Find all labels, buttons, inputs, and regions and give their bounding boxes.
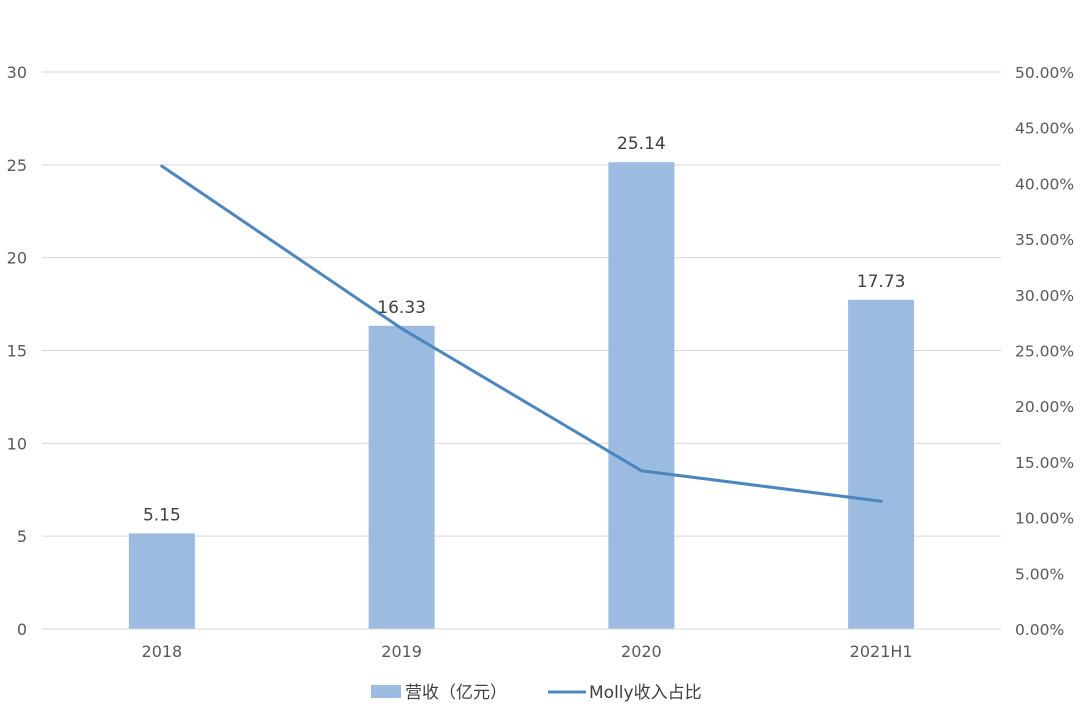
bar-data-label: 5.15 — [143, 505, 181, 525]
x-tick-label: 2020 — [621, 642, 662, 661]
y-right-tick-label: 40.00% — [1015, 175, 1074, 193]
axes: 0 5 10 15 20 25 30 0.00% 5.00% 10.00% 15.00% 20.00%… — [7, 63, 1074, 661]
bar — [848, 299, 915, 629]
y-right-tick-label: 45.00% — [1015, 120, 1074, 138]
gridlines — [42, 71, 1001, 630]
line-series — [160, 164, 883, 503]
bar-data-label: 17.73 — [857, 272, 906, 292]
y-right-tick-label: 35.00% — [1015, 231, 1074, 249]
line-point — [400, 327, 404, 331]
y-right-tick-label: 50.00% — [1015, 64, 1074, 82]
y-left-tick-label: 5 — [17, 527, 27, 546]
y-right-tick-label: 10.00% — [1015, 510, 1074, 528]
line-series-path — [160, 164, 883, 503]
bar-series — [128, 162, 915, 629]
legend-line-label: Molly收入占比 — [589, 683, 702, 703]
bar-data-label: 16.33 — [377, 298, 426, 318]
y-right-tick-label: 20.00% — [1015, 398, 1074, 416]
y-right-tick-label: 15.00% — [1015, 454, 1074, 472]
y-right-tick-label: 5.00% — [1015, 565, 1064, 583]
bar-data-label: 25.14 — [617, 134, 666, 154]
legend-bar-swatch — [371, 685, 401, 698]
y-left-tick-label: 20 — [7, 249, 27, 268]
x-tick-label: 2019 — [381, 642, 422, 661]
data-labels: 5.15 16.33 25.14 17.73 — [143, 134, 906, 525]
y-left-tick-label: 30 — [7, 63, 27, 82]
y-left-tick-label: 0 — [17, 620, 27, 639]
line-point — [160, 164, 164, 168]
y-right-tick-label: 25.00% — [1015, 343, 1074, 361]
legend: 营收（亿元） Molly收入占比 — [371, 683, 702, 703]
bar — [128, 533, 195, 629]
y-left-tick-label: 15 — [7, 342, 27, 361]
bar — [608, 162, 675, 629]
y-right-tick-label: 30.00% — [1015, 287, 1074, 305]
y-right-tick-label: 0.00% — [1015, 621, 1064, 639]
y-left-tick-label: 25 — [7, 156, 27, 175]
x-tick-label: 2018 — [142, 642, 183, 661]
legend-bar-label: 营收（亿元） — [405, 683, 507, 703]
line-point — [639, 469, 643, 473]
bar — [368, 325, 435, 629]
y-left-tick-label: 10 — [7, 434, 27, 453]
line-point — [879, 499, 883, 503]
x-tick-label: 2021H1 — [850, 642, 913, 661]
